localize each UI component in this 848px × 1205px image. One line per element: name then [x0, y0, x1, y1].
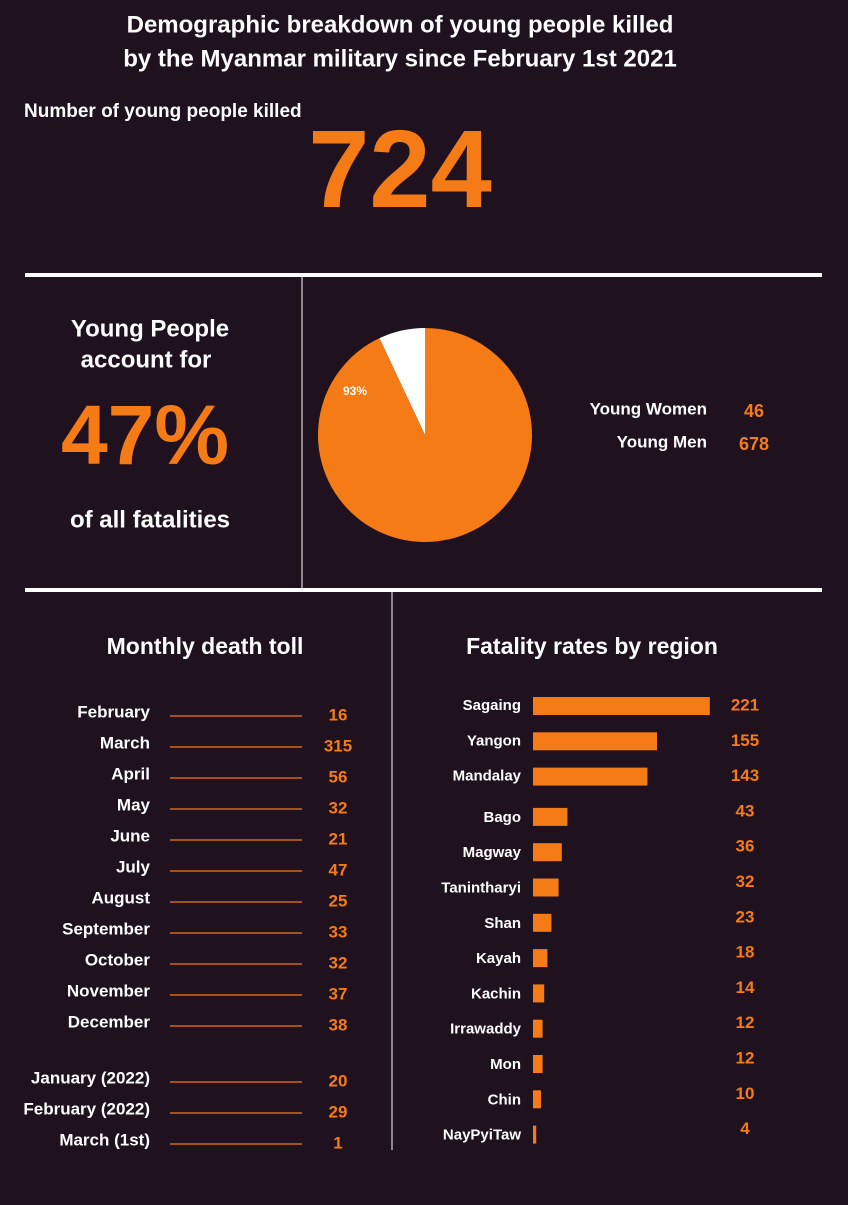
pie-slice — [318, 327, 532, 542]
bar-value: 43 — [736, 801, 755, 820]
bar — [533, 1125, 537, 1144]
bar — [533, 878, 559, 897]
share-text: account for — [81, 346, 212, 373]
month-label: November — [67, 981, 151, 1000]
month-value: 33 — [329, 922, 348, 941]
legend-label: Young Men — [617, 432, 707, 451]
share-value: 47% — [61, 388, 229, 482]
headline-label: Number of young people killed — [24, 101, 302, 122]
bar — [533, 949, 548, 968]
headline-value: 724 — [308, 108, 492, 231]
month-value: 32 — [329, 953, 348, 972]
bar — [533, 697, 710, 715]
region-label: NayPyiTaw — [443, 1127, 521, 1144]
region-label: Magway — [463, 844, 522, 861]
bar-value: 143 — [731, 766, 759, 785]
month-label: September — [62, 919, 150, 938]
month-label: January (2022) — [31, 1068, 150, 1087]
bar-value: 12 — [736, 1048, 755, 1067]
bar-value: 32 — [736, 872, 755, 891]
title: Demographic breakdown of young people ki… — [127, 11, 674, 38]
month-value: 56 — [329, 767, 348, 786]
bar-value: 12 — [736, 1013, 755, 1032]
legend-count: 678 — [739, 434, 769, 454]
legend-count: 46 — [744, 401, 764, 421]
bar-value: 18 — [736, 943, 755, 962]
month-label: October — [85, 950, 151, 969]
month-value: 29 — [329, 1102, 348, 1121]
section-title: Fatality rates by region — [466, 633, 718, 659]
pie-slice — [379, 327, 425, 435]
month-label: February — [77, 702, 150, 721]
month-value: 16 — [329, 705, 348, 724]
bar-value: 221 — [731, 695, 759, 714]
bar — [533, 984, 545, 1003]
region-label: Kachin — [471, 985, 521, 1002]
month-value: 47 — [329, 860, 348, 879]
pie-label: 93% — [343, 384, 367, 398]
bar — [533, 767, 648, 786]
region-label: Irrawaddy — [450, 1021, 522, 1038]
region-label: Shan — [484, 915, 521, 932]
region-label: Mon — [490, 1056, 521, 1073]
section-title: Monthly death toll — [107, 633, 304, 659]
legend-label: Young Women — [590, 399, 707, 418]
month-label: April — [111, 764, 150, 783]
share-text: Young People — [71, 315, 229, 342]
bar — [533, 913, 552, 932]
month-label: May — [117, 795, 151, 814]
bar-value: 10 — [736, 1084, 755, 1103]
bar — [533, 843, 562, 862]
bar-value: 36 — [736, 837, 755, 856]
month-value: 38 — [329, 1015, 348, 1034]
month-label: July — [116, 857, 151, 876]
month-label: March (1st) — [59, 1130, 150, 1149]
title: by the Myanmar military since February 1… — [123, 45, 677, 72]
bar-value: 155 — [731, 731, 759, 750]
month-value: 32 — [329, 798, 348, 817]
bar — [533, 732, 657, 751]
month-value: 315 — [324, 736, 352, 755]
bar — [533, 1090, 541, 1109]
month-value: 20 — [329, 1071, 348, 1090]
bar — [533, 1019, 543, 1038]
bar — [533, 807, 568, 826]
month-label: February (2022) — [23, 1099, 150, 1118]
month-label: December — [68, 1012, 151, 1031]
bar-value: 23 — [736, 907, 755, 926]
month-label: August — [91, 888, 150, 907]
bar — [533, 1055, 543, 1073]
bar-value: 4 — [740, 1119, 750, 1138]
pie-label: 7% — [398, 346, 416, 360]
month-value: 21 — [329, 829, 348, 848]
region-label: Kayah — [476, 950, 521, 967]
month-value: 25 — [329, 891, 348, 910]
region-label: Bago — [484, 809, 522, 826]
region-label: Chin — [488, 1091, 521, 1108]
month-value: 1 — [333, 1133, 342, 1152]
bar-value: 14 — [736, 978, 755, 997]
region-label: Mandalay — [453, 768, 522, 785]
region-label: Yangon — [467, 732, 521, 749]
region-label: Sagaing — [463, 697, 521, 714]
month-value: 37 — [329, 984, 348, 1003]
month-label: March — [100, 733, 150, 752]
region-label: Tanintharyi — [441, 879, 521, 896]
month-label: June — [110, 826, 150, 845]
share-text: of all fatalities — [70, 506, 230, 533]
